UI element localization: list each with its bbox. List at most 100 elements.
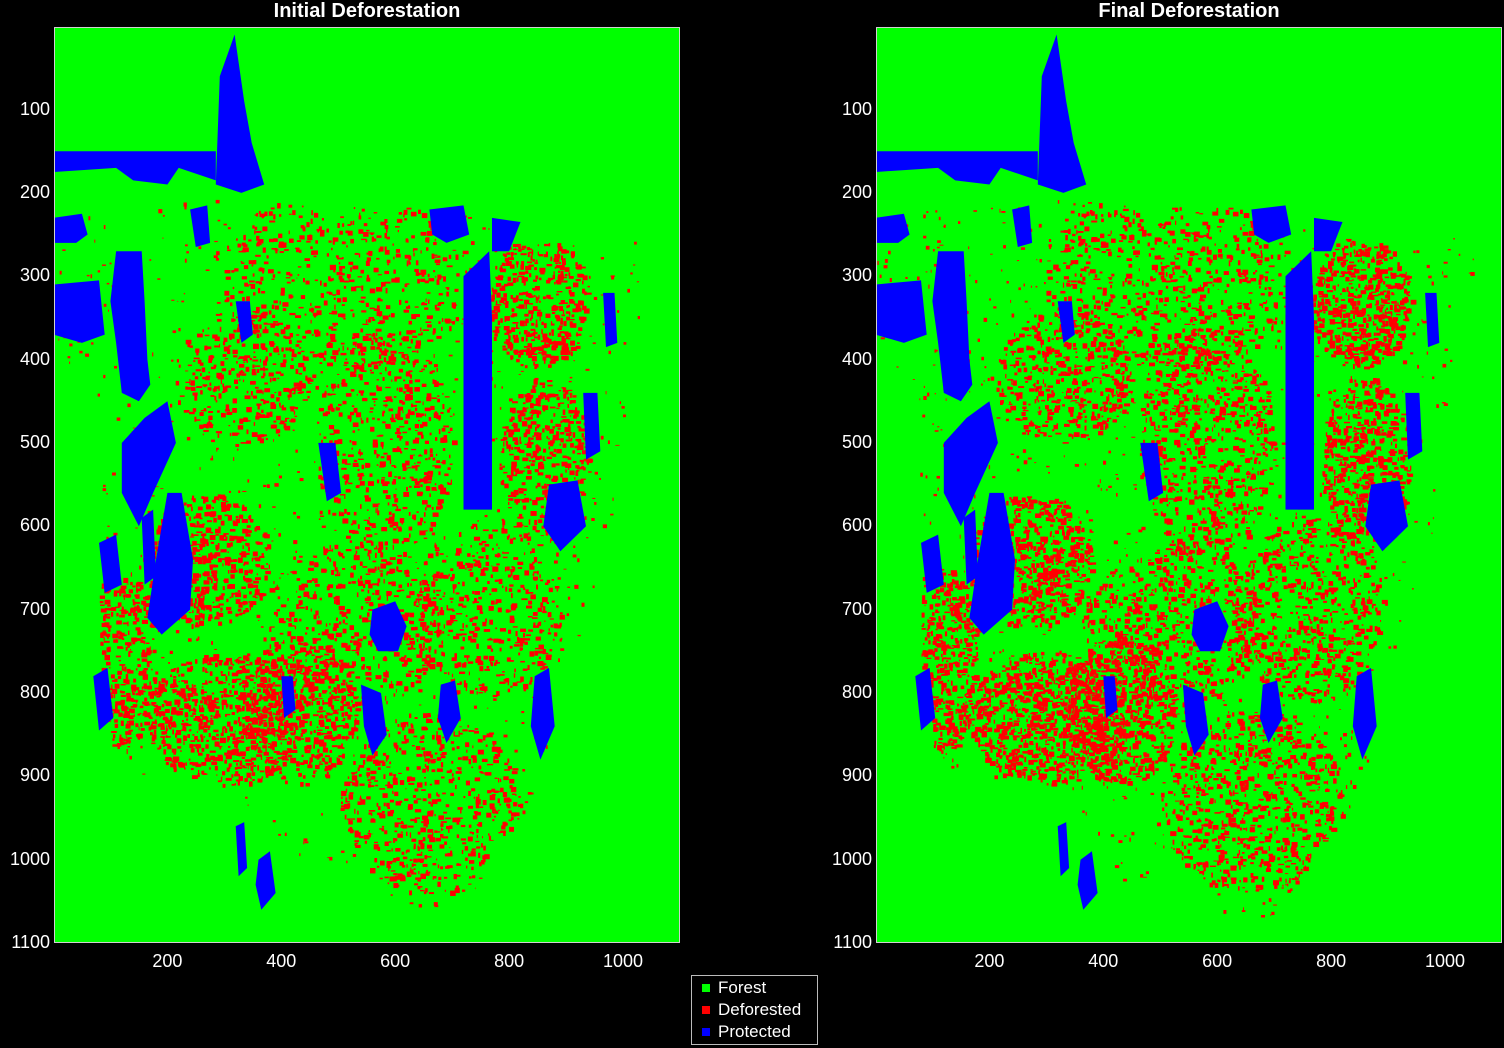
- deforested-patch: [239, 356, 244, 359]
- deforested-patch: [188, 729, 191, 732]
- deforested-patch: [519, 534, 522, 537]
- deforested-patch: [425, 458, 428, 461]
- deforested-patch: [206, 542, 209, 547]
- deforested-patch: [142, 701, 145, 705]
- deforested-patch: [274, 703, 281, 707]
- deforested-patch: [272, 314, 276, 318]
- deforested-patch: [123, 678, 128, 684]
- deforested-patch: [529, 460, 532, 462]
- deforested-patch: [427, 834, 434, 839]
- deforested-patch: [361, 657, 365, 662]
- deforested-patch: [449, 454, 451, 459]
- deforested-patch: [502, 345, 506, 348]
- deforested-patch: [560, 432, 565, 435]
- deforested-patch: [193, 709, 197, 713]
- deforested-patch: [422, 604, 429, 610]
- deforested-patch: [239, 683, 241, 686]
- deforested-patch: [381, 811, 385, 814]
- deforested-patch: [323, 733, 329, 735]
- deforested-patch: [135, 617, 140, 622]
- deforested-patch: [556, 396, 560, 401]
- deforested-patch: [236, 373, 240, 377]
- deforested-patch: [192, 712, 196, 715]
- deforested-patch: [556, 431, 560, 436]
- deforested-patch: [297, 392, 303, 394]
- deforested-patch: [568, 350, 571, 355]
- deforested-patch: [423, 668, 428, 671]
- deforested-patch: [142, 669, 144, 675]
- deforested-patch: [203, 499, 206, 504]
- deforested-patch: [250, 520, 253, 523]
- deforested-patch: [425, 751, 432, 757]
- deforested-patch: [188, 706, 191, 709]
- deforested-patch: [382, 483, 388, 487]
- deforested-patch: [318, 633, 321, 635]
- deforested-patch: [149, 694, 154, 699]
- deforested-patch: [372, 592, 375, 595]
- deforested-patch: [521, 524, 524, 526]
- deforested-patch: [220, 549, 227, 553]
- deforested-patch: [579, 266, 586, 269]
- deforested-patch: [278, 233, 283, 239]
- deforested-patch: [418, 333, 423, 336]
- deforested-patch: [202, 595, 205, 601]
- deforested-patch: [558, 278, 562, 282]
- deforested-patch: [220, 361, 225, 366]
- deforested-patch: [198, 613, 201, 616]
- deforested-patch: [401, 354, 406, 358]
- deforested-patch: [192, 372, 196, 376]
- deforested-patch: [275, 613, 278, 617]
- deforested-patch: [277, 377, 280, 380]
- deforested-patch: [265, 665, 269, 668]
- deforested-patch: [189, 598, 193, 603]
- deforested-patch: [354, 632, 359, 637]
- deforested-patch: [190, 740, 196, 742]
- deforested-patch: [494, 777, 498, 779]
- deforested-patch: [413, 858, 418, 863]
- deforested-patch: [252, 225, 255, 229]
- deforested-patch: [330, 393, 336, 395]
- deforested-patch: [412, 514, 417, 519]
- deforested-patch: [556, 291, 563, 293]
- deforested-patch: [377, 566, 380, 571]
- deforested-patch: [518, 304, 525, 309]
- deforested-patch: [407, 721, 409, 727]
- deforested-patch: [176, 693, 179, 695]
- deforested-patch: [209, 707, 215, 713]
- deforested-patch: [446, 825, 451, 830]
- deforested-patch: [363, 583, 366, 588]
- deforested-patch: [290, 365, 294, 369]
- deforested-patch: [516, 324, 518, 329]
- deforested-patch: [219, 595, 224, 600]
- deforested-patch: [173, 767, 176, 769]
- deforested-patch: [410, 583, 412, 587]
- deforested-patch: [241, 343, 246, 347]
- deforested-patch: [265, 570, 271, 575]
- deforested-patch: [492, 811, 499, 814]
- deforested-patch: [437, 395, 440, 397]
- deforested-patch: [115, 655, 121, 658]
- deforested-patch: [377, 767, 381, 770]
- deforested-patch: [116, 630, 121, 635]
- deforested-patch: [489, 803, 495, 808]
- deforested-patch: [259, 741, 262, 743]
- deforested-patch: [201, 555, 207, 560]
- deforested-patch: [389, 557, 396, 560]
- deforested-patch: [522, 291, 528, 295]
- deforested-patch: [523, 346, 528, 348]
- deforested-patch: [515, 631, 518, 637]
- deforested-patch: [166, 725, 168, 729]
- deforested-patch: [562, 258, 566, 262]
- deforested-patch: [214, 386, 220, 389]
- deforested-patch: [286, 741, 292, 745]
- deforested-patch: [528, 519, 531, 525]
- deforested-patch: [182, 766, 185, 768]
- deforested-patch: [212, 601, 215, 604]
- deforested-patch: [208, 355, 215, 359]
- deforested-patch: [440, 607, 443, 613]
- deforested-patch: [450, 792, 454, 796]
- deforested-patch: [516, 358, 520, 363]
- deforested-patch: [233, 503, 239, 508]
- deforested-patch: [237, 720, 240, 723]
- deforested-patch: [255, 526, 260, 529]
